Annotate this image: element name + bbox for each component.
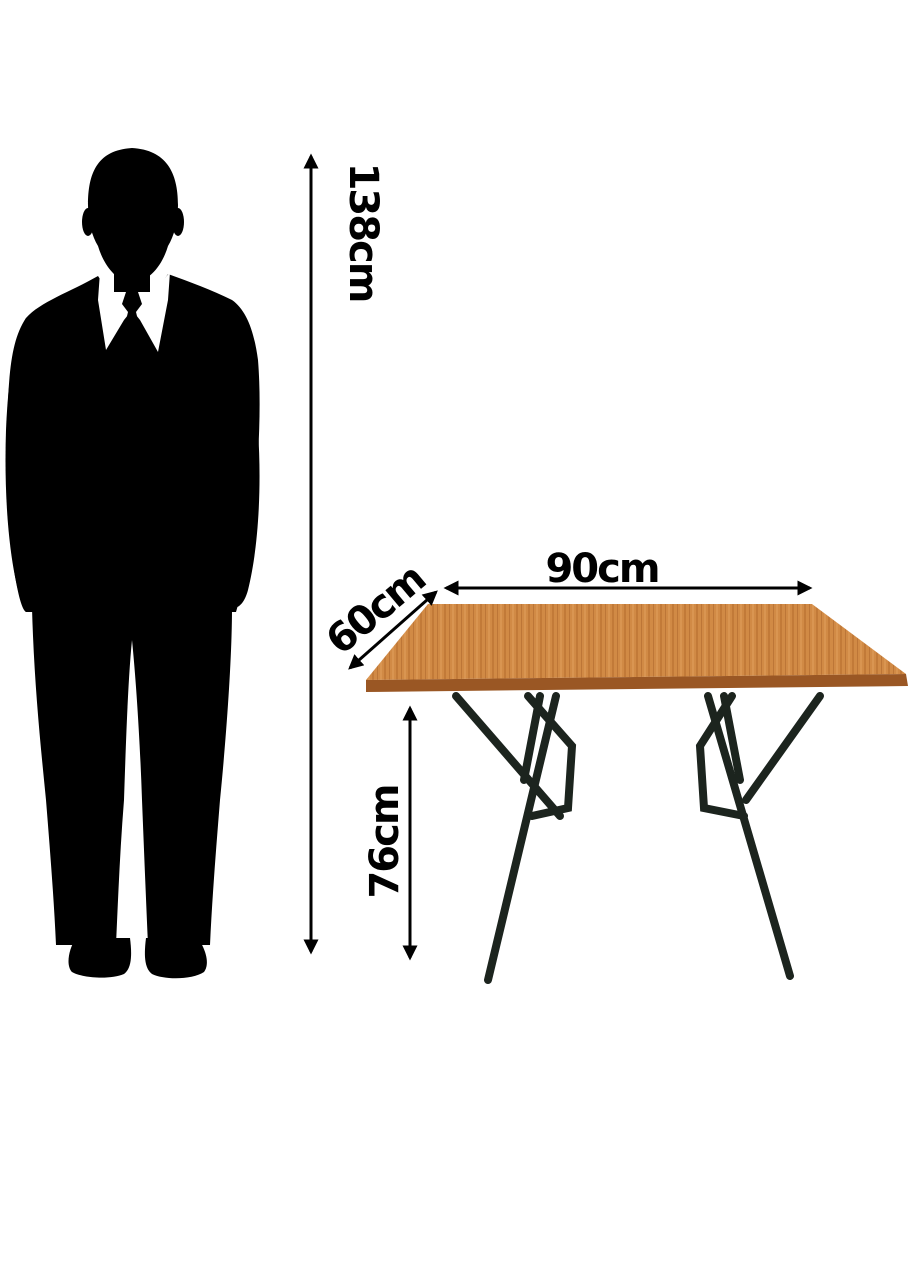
person-head [88,148,178,285]
person-height-label: 138cm [340,163,386,302]
person-jacket [7,274,260,612]
person-silhouette-icon [5,148,260,979]
table-height-dimension: 76cm [362,705,418,961]
table-top-edge [366,674,908,692]
table-height-label: 76cm [362,785,408,898]
person-right-shoe [144,938,207,979]
person-height-dimension: 138cm [303,153,386,955]
table-depth-arrow [348,590,438,670]
table-top [366,604,906,680]
person-trousers [32,608,232,945]
table-legs [452,692,824,984]
table-width-dimension: 90cm [443,546,813,596]
person-left-shoe [68,938,132,978]
person-tie [116,292,148,372]
folding-table-icon [366,604,908,984]
table-width-label: 90cm [545,546,658,592]
